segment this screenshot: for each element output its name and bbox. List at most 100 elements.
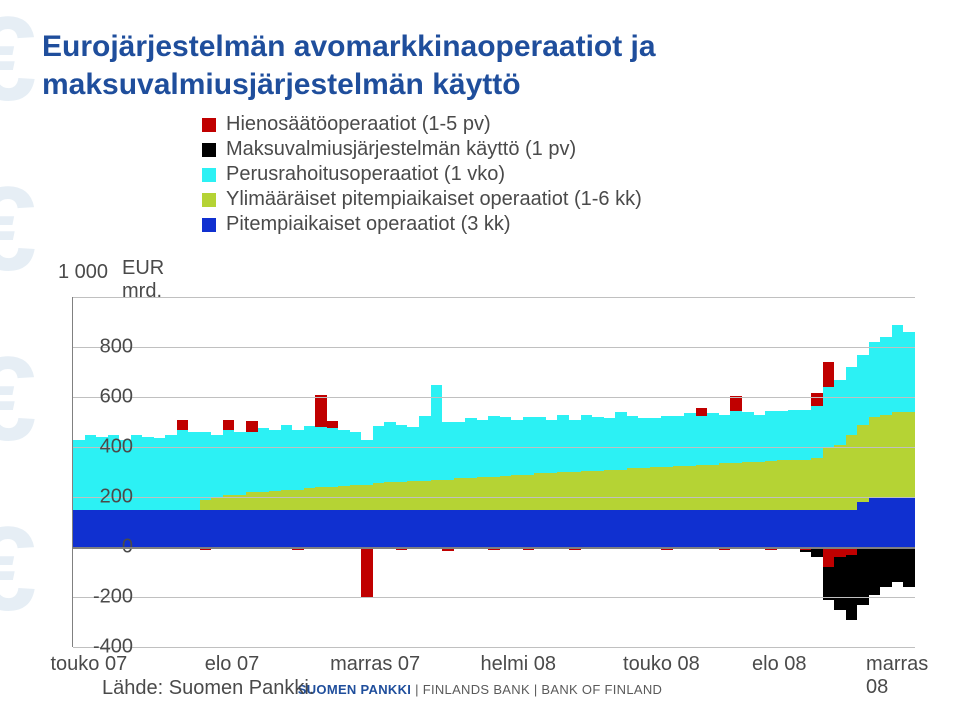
bar-column (223, 297, 235, 647)
bar-column (246, 297, 258, 647)
bar-column (281, 297, 293, 647)
bar-column (384, 297, 396, 647)
bar-column (650, 297, 662, 647)
source-text: Lähde: Suomen Pankki. (102, 677, 918, 700)
bar-column (869, 297, 881, 647)
bar-column (638, 297, 650, 647)
bar-column (534, 297, 546, 647)
chart: 8006004002000-200-400 (72, 297, 918, 647)
chart-title: Eurojärjestelmän avomarkkinaoperaatiot j… (42, 28, 918, 103)
gridline (73, 447, 915, 448)
legend-item: Pitempiaikaiset operaatiot (3 kk) (202, 213, 918, 236)
bar-column (903, 297, 915, 647)
xtick: marras 07 (330, 653, 420, 676)
bar-column (200, 297, 212, 647)
bar-column (154, 297, 166, 647)
bar-column (800, 297, 812, 647)
legend-item: Hienosäätöoperaatiot (1-5 pv) (202, 113, 918, 136)
bar-column (696, 297, 708, 647)
bar-column (546, 297, 558, 647)
gridline (73, 347, 915, 348)
bar-column (165, 297, 177, 647)
bar-column (823, 297, 835, 647)
bar-column (581, 297, 593, 647)
xtick: touko 08 (623, 653, 700, 676)
ytick: 400 (73, 436, 143, 459)
ytick: 800 (73, 336, 143, 359)
plot-area: 8006004002000-200-400 (72, 297, 915, 647)
xtick: marras 08 (866, 653, 928, 699)
x-axis-ticks: touko 07elo 07marras 07helmi 08touko 08e… (72, 647, 914, 673)
xtick: touko 07 (50, 653, 127, 676)
bar-column (211, 297, 223, 647)
bar-column (500, 297, 512, 647)
bar-column (431, 297, 443, 647)
legend-swatch (202, 218, 216, 232)
ytick: 600 (73, 386, 143, 409)
gridline (73, 297, 915, 298)
bar-column (892, 297, 904, 647)
bar-column (338, 297, 350, 647)
bar-column (177, 297, 189, 647)
legend-label: Pitempiaikaiset operaatiot (3 kk) (226, 213, 511, 236)
ytick: 200 (73, 486, 143, 509)
legend-label: Perusrahoitusoperaatiot (1 vko) (226, 163, 505, 186)
bar-column (523, 297, 535, 647)
bar-column (857, 297, 869, 647)
bar-column (811, 297, 823, 647)
bar-column (396, 297, 408, 647)
bar-column (142, 297, 154, 647)
bar-column (269, 297, 281, 647)
legend-label: Ylimääräiset pitempiaikaiset operaatiot … (226, 188, 642, 211)
xtick: helmi 08 (480, 653, 556, 676)
legend-swatch (202, 168, 216, 182)
legend-swatch (202, 118, 216, 132)
bar-column (465, 297, 477, 647)
bar-column (661, 297, 673, 647)
legend-item: Maksuvalmiusjärjestelmän käyttö (1 pv) (202, 138, 918, 161)
bar-column (419, 297, 431, 647)
legend-item: Ylimääräiset pitempiaikaiset operaatiot … (202, 188, 918, 211)
legend-swatch (202, 143, 216, 157)
bar-column (188, 297, 200, 647)
gridline (73, 597, 915, 598)
bar-column (730, 297, 742, 647)
bar-column (604, 297, 616, 647)
bar-column (304, 297, 316, 647)
legend-label: Hienosäätöoperaatiot (1-5 pv) (226, 113, 491, 136)
bar-column (327, 297, 339, 647)
bar-column (673, 297, 685, 647)
xtick: elo 07 (205, 653, 260, 676)
bar-column (846, 297, 858, 647)
legend-item: Perusrahoitusoperaatiot (1 vko) (202, 163, 918, 186)
bar-column (615, 297, 627, 647)
xtick: elo 08 (752, 653, 807, 676)
bar-column (788, 297, 800, 647)
gridline (73, 497, 915, 498)
bar-column (315, 297, 327, 647)
bar-column (719, 297, 731, 647)
bar-column (361, 297, 373, 647)
bar-column (742, 297, 754, 647)
bar-column (350, 297, 362, 647)
bar-column (707, 297, 719, 647)
legend: Hienosäätöoperaatiot (1-5 pv)Maksuvalmiu… (202, 111, 918, 238)
gridline (73, 397, 915, 398)
bar-column (511, 297, 523, 647)
bar-column (373, 297, 385, 647)
bar-column (488, 297, 500, 647)
bar-column (765, 297, 777, 647)
bar-column (684, 297, 696, 647)
bar-column (407, 297, 419, 647)
bar-column (557, 297, 569, 647)
bar-column (442, 297, 454, 647)
bar-column (754, 297, 766, 647)
bar-column (880, 297, 892, 647)
bar-column (477, 297, 489, 647)
bar-column (592, 297, 604, 647)
bar-column (234, 297, 246, 647)
bar-column (292, 297, 304, 647)
bar-column (834, 297, 846, 647)
bar-column (258, 297, 270, 647)
bar-column (569, 297, 581, 647)
